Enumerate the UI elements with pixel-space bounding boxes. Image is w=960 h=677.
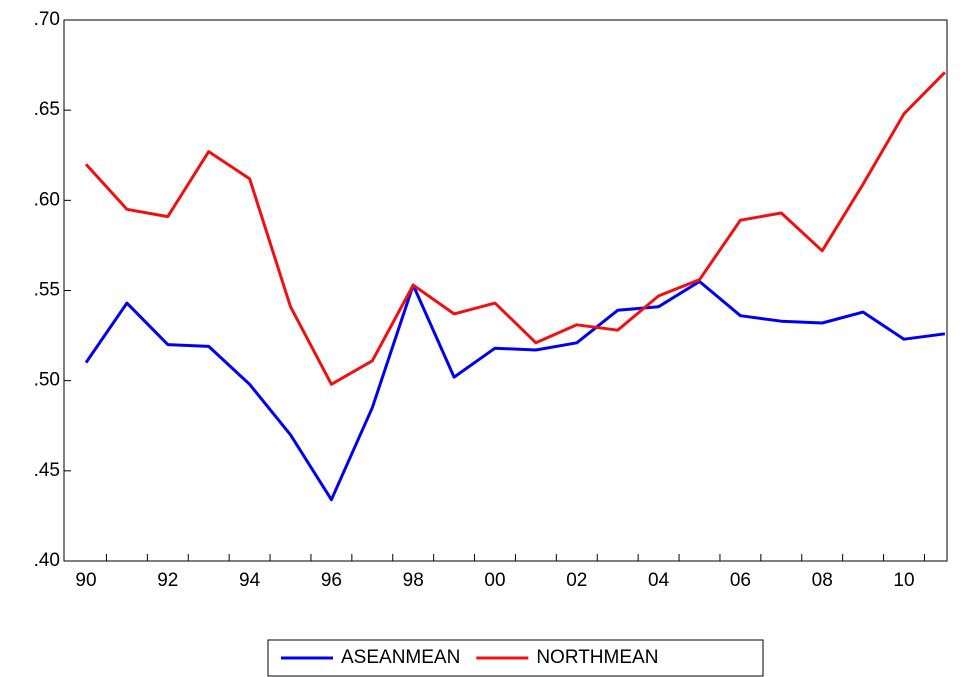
x-tick-label: 96 (321, 570, 342, 591)
x-tick-label: 98 (403, 570, 424, 591)
x-tick-label: 90 (75, 570, 96, 591)
y-tick-label: .65 (34, 99, 60, 120)
legend-label: NORTHMEAN (536, 647, 658, 668)
x-tick-label: 02 (566, 570, 587, 591)
y-tick-label: .50 (34, 370, 60, 391)
series-line (84, 280, 946, 502)
series-line (84, 71, 946, 386)
y-tick-label: .60 (34, 189, 60, 210)
y-tick-label: .70 (34, 9, 60, 30)
legend-label: ASEANMEAN (341, 647, 460, 668)
y-tick-label: .55 (34, 280, 60, 301)
x-tick-label: 08 (812, 570, 833, 591)
x-tick-label: 04 (648, 570, 670, 591)
x-tick-label: 06 (730, 570, 751, 591)
x-tick-label: 10 (893, 570, 914, 591)
x-tick-label: 94 (239, 570, 261, 591)
x-tick-label: 00 (484, 570, 505, 591)
x-tick-label: 92 (157, 570, 178, 591)
y-tick-label: .40 (34, 550, 60, 571)
plot-frame (63, 19, 948, 562)
y-tick-label: .45 (34, 460, 60, 481)
